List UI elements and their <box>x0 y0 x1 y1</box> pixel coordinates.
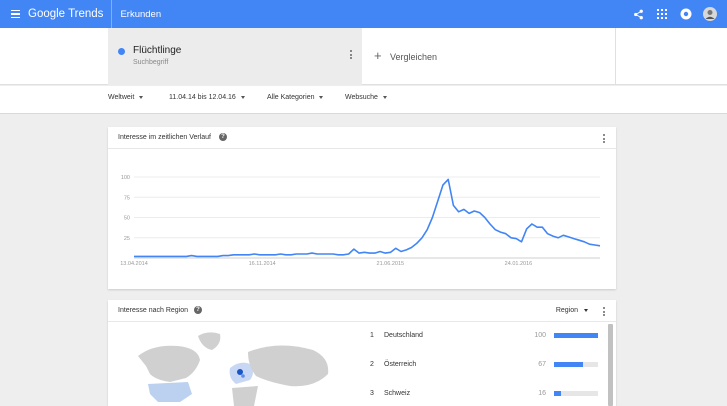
header-actions <box>631 0 717 28</box>
category-filter[interactable]: Alle Kategorien <box>267 94 324 101</box>
share-icon[interactable] <box>631 7 645 21</box>
y-tick-label: 25 <box>124 236 130 242</box>
chevron-down-icon <box>584 308 588 312</box>
y-tick-label: 100 <box>121 175 130 181</box>
region-dropdown-label: Region <box>555 307 578 314</box>
compare-label: Vergleichen <box>390 52 438 62</box>
region-name: Österreich <box>384 361 417 368</box>
term-color-dot <box>118 48 125 55</box>
compare-button[interactable]: + Vergleichen <box>362 28 616 85</box>
help-icon[interactable]: ? <box>219 133 227 141</box>
region-bar-track <box>554 391 598 396</box>
add-icon: + <box>374 48 382 63</box>
card-title: Interesse im zeitlichen Verlauf <box>118 134 211 141</box>
region-filter[interactable]: Weltweit <box>108 94 144 101</box>
region-row[interactable]: 3 Schweiz 16 <box>370 384 610 404</box>
more-vert-icon[interactable] <box>602 307 606 316</box>
map-marker-germany <box>237 369 243 375</box>
card-header: Interesse nach Region ? Region <box>108 300 616 322</box>
map-region-asia <box>248 345 329 387</box>
top-app-bar: Google Trends Erkunden <box>0 0 727 28</box>
chevron-down-icon <box>240 95 245 99</box>
region-dropdown[interactable]: Region <box>556 307 588 314</box>
region-value: 100 <box>534 332 546 339</box>
category-label: Alle Kategorien <box>267 94 315 101</box>
scrollbar[interactable] <box>608 324 613 406</box>
avatar[interactable] <box>703 7 717 21</box>
search-term-bar: Flüchtlinge Suchbegriff + Vergleichen <box>0 28 727 85</box>
series-line <box>134 178 601 258</box>
map-region-greenland <box>198 332 221 350</box>
region-rank: 1 <box>370 332 374 339</box>
map-region-north-america <box>138 345 200 382</box>
card-header: Interesse im zeitlichen Verlauf ? <box>108 127 616 149</box>
y-tick-label: 50 <box>124 216 130 222</box>
date-range-filter[interactable]: 11.04.14 bis 12.04.16 <box>169 94 245 101</box>
chevron-down-icon <box>139 95 144 99</box>
region-bar-track <box>554 333 598 338</box>
region-bar-fill <box>554 391 562 396</box>
more-vert-icon[interactable] <box>349 50 353 59</box>
map-region-africa <box>232 386 258 406</box>
region-filter-label: Weltweit <box>108 94 135 101</box>
date-range-label: 11.04.14 bis 12.04.16 <box>169 94 236 101</box>
region-row[interactable]: 2 Österreich 67 <box>370 355 610 375</box>
region-name: Deutschland <box>384 332 423 339</box>
filter-bar: Weltweit 11.04.14 bis 12.04.16 Alle Kate… <box>0 86 727 114</box>
x-tick-label: 13.04.2014 <box>120 261 148 267</box>
trend-line-chart: 25 50 75 100 13.04.2014 16.11.2014 21.06.2015 2… <box>120 175 601 267</box>
term-name: Flüchtlinge <box>133 45 182 56</box>
x-tick-label: 24.01.2016 <box>505 261 533 267</box>
help-icon[interactable]: ? <box>194 306 202 314</box>
map-region-usa <box>148 382 192 402</box>
region-value: 67 <box>538 361 546 368</box>
search-type-filter[interactable]: Websuche <box>345 94 387 101</box>
region-bar-fill <box>554 333 598 338</box>
region-bar-fill <box>554 362 584 367</box>
region-bar-track <box>554 362 598 367</box>
term-type: Suchbegriff <box>133 59 169 66</box>
chevron-down-icon <box>319 95 324 99</box>
chevron-down-icon <box>382 95 387 99</box>
x-tick-label: 21.06.2015 <box>377 261 405 267</box>
y-tick-label: 75 <box>124 195 130 201</box>
interest-over-time-card: Interesse im zeitlichen Verlauf ? 25 50 75… <box>108 127 616 289</box>
x-tick-label: 16.11.2014 <box>249 261 276 267</box>
search-term-card[interactable]: Flüchtlinge Suchbegriff <box>108 28 362 85</box>
region-name: Schweiz <box>384 390 411 397</box>
interest-by-region-card: Interesse nach Region ? Region 1 Deutsch… <box>108 300 616 406</box>
app-logo[interactable]: Google Trends <box>28 8 104 20</box>
region-value: 16 <box>538 390 546 397</box>
notifications-icon[interactable] <box>679 7 693 21</box>
section-title: Erkunden <box>120 8 162 20</box>
search-type-label: Websuche <box>345 94 378 101</box>
more-vert-icon[interactable] <box>602 134 606 143</box>
apps-icon[interactable] <box>655 7 669 21</box>
header-divider <box>111 0 113 28</box>
world-map[interactable] <box>108 322 360 406</box>
card-title: Interesse nach Region <box>118 307 189 314</box>
region-rank: 2 <box>370 361 374 368</box>
region-row[interactable]: 1 Deutschland 100 <box>370 326 610 346</box>
map-marker-austria <box>241 374 245 378</box>
menu-icon[interactable] <box>5 9 25 19</box>
region-rank: 3 <box>370 390 374 397</box>
